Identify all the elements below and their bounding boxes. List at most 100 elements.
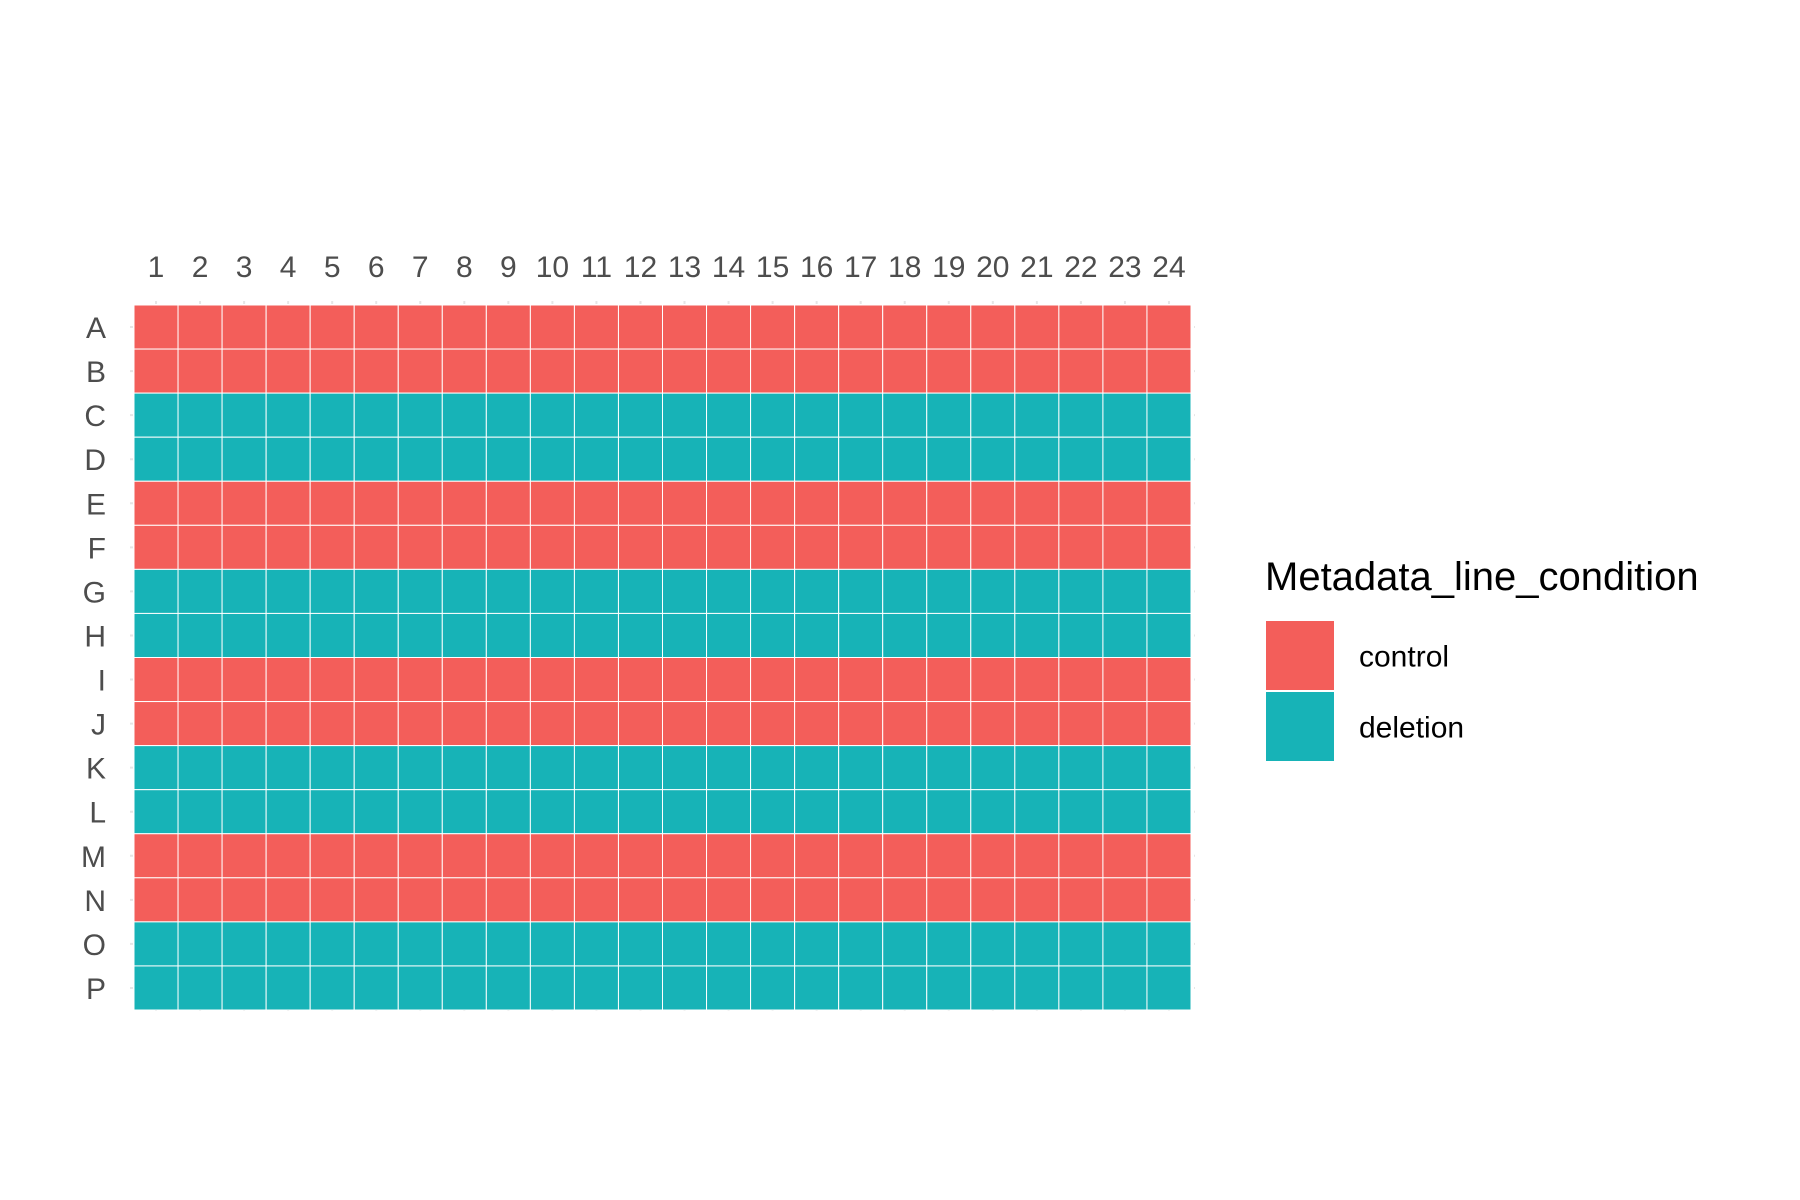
col-label-11: 11 (581, 251, 612, 284)
cell-L8 (441, 789, 487, 835)
cell-P23 (1102, 965, 1148, 1011)
cell-B19 (926, 348, 972, 394)
cell-G10 (529, 568, 575, 614)
cell-G24 (1146, 568, 1192, 614)
row-label-D: D (84, 444, 106, 477)
cell-E20 (970, 480, 1016, 526)
cell-I5 (309, 657, 355, 703)
col-label-24: 24 (1152, 251, 1185, 284)
cell-I11 (573, 657, 619, 703)
cell-N1 (133, 877, 179, 923)
cell-P17 (838, 965, 884, 1011)
cell-D12 (617, 436, 663, 482)
cell-H11 (573, 612, 619, 658)
cell-E21 (1014, 480, 1060, 526)
cell-C1 (133, 392, 179, 438)
cell-J22 (1058, 701, 1104, 747)
cell-N11 (573, 877, 619, 923)
cell-I18 (882, 657, 928, 703)
col-label-16: 16 (800, 251, 833, 284)
cell-M22 (1058, 833, 1104, 879)
cell-O22 (1058, 921, 1104, 967)
col-label-2: 2 (192, 251, 209, 284)
cell-M24 (1146, 833, 1192, 879)
cell-C4 (265, 392, 311, 438)
cell-A10 (529, 304, 575, 350)
col-label-10: 10 (536, 251, 569, 284)
cell-I21 (1014, 657, 1060, 703)
cell-D3 (221, 436, 267, 482)
row-label-K: K (86, 753, 106, 786)
cell-J4 (265, 701, 311, 747)
cell-E9 (485, 480, 531, 526)
cell-F8 (441, 524, 487, 570)
cell-D8 (441, 436, 487, 482)
cell-C18 (882, 392, 928, 438)
cell-N4 (265, 877, 311, 923)
cell-K6 (353, 745, 399, 791)
cell-J16 (794, 701, 840, 747)
cell-H13 (662, 612, 708, 658)
cell-N22 (1058, 877, 1104, 923)
cell-E22 (1058, 480, 1104, 526)
col-label-15: 15 (756, 251, 789, 284)
cell-C19 (926, 392, 972, 438)
cell-G2 (177, 568, 223, 614)
cell-O11 (573, 921, 619, 967)
row-label-O: O (83, 929, 106, 962)
cell-J17 (838, 701, 884, 747)
row-label-I: I (98, 665, 106, 698)
cell-J1 (133, 701, 179, 747)
cell-E7 (397, 480, 443, 526)
cell-F9 (485, 524, 531, 570)
cell-D24 (1146, 436, 1192, 482)
cell-L13 (662, 789, 708, 835)
cell-G7 (397, 568, 443, 614)
cell-A6 (353, 304, 399, 350)
cell-M12 (617, 833, 663, 879)
cell-L11 (573, 789, 619, 835)
legend-label-control: control (1359, 641, 1449, 674)
cell-C12 (617, 392, 663, 438)
cell-K12 (617, 745, 663, 791)
legend-title: Metadata_line_condition (1265, 555, 1699, 599)
cell-C23 (1102, 392, 1148, 438)
cell-I16 (794, 657, 840, 703)
cell-D20 (970, 436, 1016, 482)
cell-J6 (353, 701, 399, 747)
cell-P7 (397, 965, 443, 1011)
cell-G12 (617, 568, 663, 614)
cell-G17 (838, 568, 884, 614)
cell-N16 (794, 877, 840, 923)
cell-J9 (485, 701, 531, 747)
row-label-F: F (88, 532, 106, 565)
cell-J15 (750, 701, 796, 747)
cell-M7 (397, 833, 443, 879)
cell-F20 (970, 524, 1016, 570)
cell-D10 (529, 436, 575, 482)
cell-K7 (397, 745, 443, 791)
cell-P5 (309, 965, 355, 1011)
cell-G6 (353, 568, 399, 614)
cell-P20 (970, 965, 1016, 1011)
cell-H20 (970, 612, 1016, 658)
cell-E23 (1102, 480, 1148, 526)
row-label-L: L (89, 797, 106, 830)
cell-P2 (177, 965, 223, 1011)
cell-D14 (706, 436, 752, 482)
cell-K2 (177, 745, 223, 791)
cell-J18 (882, 701, 928, 747)
cell-M21 (1014, 833, 1060, 879)
cell-K8 (441, 745, 487, 791)
cell-K23 (1102, 745, 1148, 791)
cell-M9 (485, 833, 531, 879)
cell-H14 (706, 612, 752, 658)
cell-B18 (882, 348, 928, 394)
cell-H6 (353, 612, 399, 658)
cell-O9 (485, 921, 531, 967)
cell-E11 (573, 480, 619, 526)
cell-M11 (573, 833, 619, 879)
cell-M20 (970, 833, 1016, 879)
cell-E12 (617, 480, 663, 526)
